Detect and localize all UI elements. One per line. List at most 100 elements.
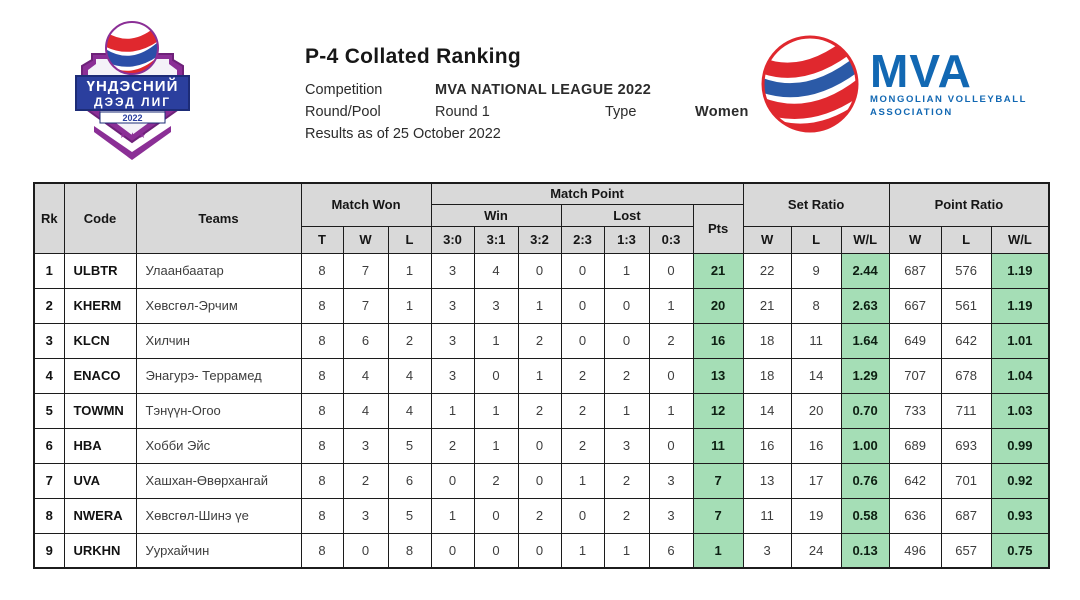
header-code: Code — [63, 182, 137, 254]
round-label: Round/Pool — [305, 104, 381, 120]
cell-w30: 3 — [430, 322, 475, 359]
cell-pt_w: 496 — [888, 532, 942, 569]
cell-team: Хилчин — [135, 322, 302, 359]
mva-subtitle-line2: ASSOCIATION — [870, 106, 953, 118]
cell-set_wl: 0.76 — [840, 462, 890, 499]
cell-code: HBA — [63, 427, 137, 464]
header-teams: Teams — [135, 182, 302, 254]
cell-pt_wl: 0.92 — [990, 462, 1050, 499]
cell-team: Энагурэ- Террамед — [135, 357, 302, 394]
cell-pt_wl: 0.75 — [990, 532, 1050, 569]
cell-t: 8 — [300, 427, 344, 464]
type-label: Type — [605, 104, 637, 120]
cell-l23: 1 — [560, 532, 605, 569]
cell-w30: 2 — [430, 427, 475, 464]
header-match-won: Match Won — [300, 182, 432, 227]
badge-stars-text: ★ ★ ★ — [119, 131, 146, 140]
cell-set_wl: 0.13 — [840, 532, 890, 569]
cell-l23: 0 — [560, 322, 605, 359]
cell-pt_l: 561 — [940, 287, 992, 324]
mva-subtitle-line1: MONGOLIAN VOLLEYBALL — [870, 93, 1028, 105]
cell-rk: 9 — [33, 532, 65, 569]
cell-set_w: 13 — [742, 462, 792, 499]
cell-w32: 0 — [517, 252, 562, 289]
mva-acronym: MVA — [870, 44, 972, 97]
cell-w30: 1 — [430, 392, 475, 429]
results-note: Results as of 25 October 2022 — [305, 126, 501, 142]
header-win: Win — [430, 203, 562, 227]
cell-t: 8 — [300, 497, 344, 534]
cell-set_l: 19 — [790, 497, 842, 534]
cell-l03: 1 — [648, 392, 694, 429]
cell-l03: 0 — [648, 252, 694, 289]
badge-year-text: 2022 — [122, 113, 142, 123]
cell-team: Уурхайчин — [135, 532, 302, 569]
header-set-wl: W/L — [840, 225, 890, 254]
header-2-3: 2:3 — [560, 225, 605, 254]
cell-l: 5 — [387, 427, 432, 464]
cell-set_l: 11 — [790, 322, 842, 359]
page-title: P-4 Collated Ranking — [305, 45, 522, 68]
cell-rk: 2 — [33, 287, 65, 324]
cell-l23: 1 — [560, 462, 605, 499]
header-set-l: L — [790, 225, 842, 254]
cell-l23: 0 — [560, 252, 605, 289]
cell-w30: 3 — [430, 357, 475, 394]
cell-w32: 2 — [517, 497, 562, 534]
cell-pt_w: 707 — [888, 357, 942, 394]
header-match-point: Match Point — [430, 182, 744, 205]
cell-l13: 2 — [603, 462, 650, 499]
cell-l13: 0 — [603, 322, 650, 359]
cell-set_wl: 0.70 — [840, 392, 890, 429]
cell-w31: 3 — [473, 287, 519, 324]
cell-l13: 1 — [603, 252, 650, 289]
cell-pts: 21 — [692, 252, 744, 289]
cell-pt_w: 687 — [888, 252, 942, 289]
cell-w32: 1 — [517, 357, 562, 394]
cell-t: 8 — [300, 322, 344, 359]
cell-rk: 3 — [33, 322, 65, 359]
cell-w32: 2 — [517, 322, 562, 359]
cell-w: 3 — [342, 427, 389, 464]
cell-pt_w: 667 — [888, 287, 942, 324]
cell-w30: 3 — [430, 252, 475, 289]
cell-w32: 1 — [517, 287, 562, 324]
cell-w31: 1 — [473, 322, 519, 359]
cell-l: 5 — [387, 497, 432, 534]
cell-pts: 11 — [692, 427, 744, 464]
cell-t: 8 — [300, 462, 344, 499]
cell-pt_w: 649 — [888, 322, 942, 359]
cell-l: 1 — [387, 287, 432, 324]
cell-w32: 0 — [517, 532, 562, 569]
badge-line2-text: ДЭЭД ЛИГ — [94, 95, 171, 109]
header-0-3: 0:3 — [648, 225, 694, 254]
cell-pt_wl: 1.03 — [990, 392, 1050, 429]
cell-l: 4 — [387, 392, 432, 429]
cell-pt_l: 657 — [940, 532, 992, 569]
cell-w31: 1 — [473, 392, 519, 429]
cell-w32: 0 — [517, 427, 562, 464]
cell-set_w: 16 — [742, 427, 792, 464]
cell-code: NWERA — [63, 497, 137, 534]
report-header: P-4 Collated Ranking Competition MVA NATI… — [305, 45, 765, 145]
cell-l13: 0 — [603, 287, 650, 324]
cell-l13: 3 — [603, 427, 650, 464]
cell-team: Хөвсгөл-Эрчим — [135, 287, 302, 324]
cell-set_l: 20 — [790, 392, 842, 429]
cell-pt_wl: 1.19 — [990, 287, 1050, 324]
cell-l23: 2 — [560, 392, 605, 429]
cell-set_wl: 2.63 — [840, 287, 890, 324]
cell-l03: 6 — [648, 532, 694, 569]
cell-l23: 0 — [560, 497, 605, 534]
cell-l23: 2 — [560, 357, 605, 394]
cell-set_wl: 1.64 — [840, 322, 890, 359]
cell-code: KHERM — [63, 287, 137, 324]
cell-pt_wl: 1.04 — [990, 357, 1050, 394]
cell-set_w: 11 — [742, 497, 792, 534]
cell-l: 4 — [387, 357, 432, 394]
